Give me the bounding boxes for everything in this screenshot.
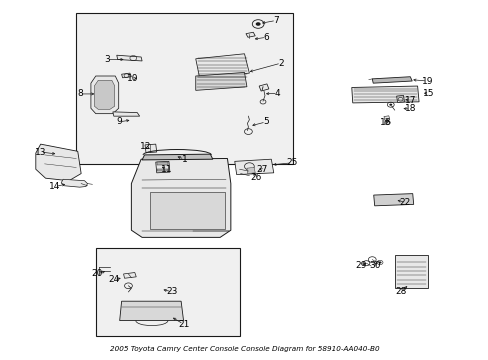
Polygon shape (122, 73, 131, 78)
Text: 13: 13 (35, 148, 46, 157)
Polygon shape (117, 55, 142, 61)
Polygon shape (246, 167, 255, 174)
Polygon shape (195, 54, 249, 78)
Bar (150, 192, 225, 229)
Polygon shape (234, 159, 273, 175)
Text: 12: 12 (140, 142, 151, 151)
Text: 9: 9 (116, 117, 122, 126)
Bar (394, 255, 427, 288)
Text: 24: 24 (108, 275, 119, 284)
Text: 4: 4 (274, 89, 280, 98)
Text: 30: 30 (368, 261, 380, 270)
Circle shape (378, 261, 381, 264)
Text: 2: 2 (278, 59, 284, 68)
Polygon shape (113, 112, 140, 116)
Polygon shape (383, 116, 389, 121)
Text: 27: 27 (256, 166, 268, 175)
Text: 3: 3 (104, 55, 110, 64)
Text: 22: 22 (399, 198, 410, 207)
Polygon shape (123, 273, 136, 278)
Polygon shape (145, 144, 157, 153)
Text: 17: 17 (404, 96, 415, 105)
Polygon shape (259, 84, 268, 91)
Text: 5: 5 (263, 117, 268, 126)
Polygon shape (120, 301, 183, 320)
Text: 21: 21 (178, 320, 189, 329)
Polygon shape (371, 77, 411, 83)
Circle shape (388, 104, 391, 106)
Polygon shape (351, 86, 418, 103)
Text: 2005 Toyota Camry Center Console Console Diagram for 58910-AA040-B0: 2005 Toyota Camry Center Console Console… (109, 346, 379, 352)
Text: 16: 16 (379, 118, 391, 127)
Polygon shape (245, 32, 255, 37)
Bar (76, 13, 293, 164)
Polygon shape (91, 76, 119, 114)
Text: 7: 7 (273, 16, 279, 25)
Text: 1: 1 (181, 155, 187, 164)
Polygon shape (373, 194, 413, 206)
Polygon shape (156, 161, 169, 173)
Text: 29: 29 (354, 261, 366, 270)
Text: 11: 11 (161, 165, 172, 174)
Polygon shape (36, 144, 81, 181)
Circle shape (255, 22, 260, 26)
Text: 28: 28 (395, 287, 407, 296)
Polygon shape (396, 95, 404, 103)
Text: 23: 23 (166, 287, 178, 296)
Bar (96, 248, 239, 336)
Polygon shape (195, 72, 246, 90)
Text: 8: 8 (77, 89, 83, 98)
Polygon shape (61, 179, 87, 187)
Bar (157, 168, 168, 171)
Text: 18: 18 (404, 104, 415, 113)
Polygon shape (94, 80, 115, 109)
Text: 6: 6 (263, 33, 269, 42)
Text: 25: 25 (286, 158, 297, 167)
Polygon shape (142, 154, 212, 160)
Bar (157, 162, 168, 165)
Text: 19: 19 (421, 77, 432, 86)
Text: 14: 14 (48, 182, 60, 191)
Polygon shape (131, 158, 230, 237)
Text: 26: 26 (250, 173, 262, 182)
Text: 20: 20 (91, 269, 102, 278)
Text: 15: 15 (422, 89, 434, 98)
Text: 10: 10 (126, 75, 138, 84)
